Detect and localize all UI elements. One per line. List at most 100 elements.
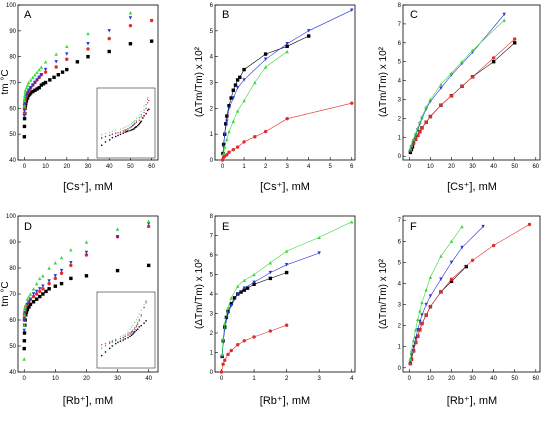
y-tick-label: 40 [9,158,16,164]
data-point [24,93,29,98]
inset-point [134,119,136,121]
data-point [84,250,89,255]
data-point [65,44,69,49]
y-tick-label: 1 [210,132,214,138]
data-point [84,240,89,244]
inset-point [143,111,145,114]
data-point [408,361,413,366]
data-point [22,357,26,361]
fit-line [410,224,530,364]
data-point [226,305,230,310]
data-point [449,279,454,284]
data-point [86,31,90,36]
y-tick-label: 60 [9,318,16,324]
inset-point [140,314,142,316]
data-point [38,287,42,291]
inset-point [127,130,129,132]
inset-point [115,135,117,138]
data-point [34,281,39,286]
inset-point [130,326,133,328]
inset-point [119,131,122,133]
inset-point [146,102,149,104]
data-point [22,109,27,113]
fit-line [221,324,287,373]
data-point [242,286,247,290]
data-point [227,104,231,108]
y-tick-label: 5 [210,29,214,35]
data-point [84,274,89,278]
inset-point [138,312,140,315]
inset-point [143,115,145,117]
data-point [28,292,33,296]
inset-point [129,332,131,334]
inset-point [135,324,138,327]
data-point [65,57,69,61]
inset-point [115,340,117,342]
inset-point [135,117,138,119]
data-point [284,263,289,267]
panel-e: 0 1 2 3 4 0 1 2 3 4 5 6 7 8 [210,214,356,382]
inset-point [115,339,117,341]
y-tick-label: 6 [210,253,214,259]
data-point [253,135,257,139]
data-point [223,358,227,362]
data-point [416,126,420,130]
fit-line [410,14,505,151]
data-point [420,300,424,305]
inset-point [117,341,119,344]
inset-point [135,121,138,124]
data-point [284,270,289,275]
data-point [317,235,321,240]
inset-point [124,126,126,128]
inset-point [138,117,140,119]
y-tick-label: 5 [210,273,214,279]
inset-point [115,338,117,340]
inset-point [133,128,135,130]
data-point [227,150,231,154]
data-point [236,343,240,347]
inset-point [136,323,139,326]
data-point [449,71,454,75]
y-tick-label: 80 [9,55,16,61]
data-point [428,304,433,309]
data-point [263,52,268,56]
data-point [31,75,35,80]
data-point [464,264,468,269]
inset-point [132,128,134,131]
data-point [146,219,151,223]
x-tick-label: 10 [52,376,59,382]
data-point [470,258,475,262]
inset-frame [96,87,156,159]
fit-line [222,102,352,161]
x-tick-label: 2 [264,164,268,170]
panel-c-xlabel: [Cs⁺], mM [447,181,497,193]
inset-point [127,330,129,333]
data-point [306,29,311,33]
inset-point [146,96,149,98]
data-point [115,235,120,239]
data-point [284,323,289,327]
data-point [225,153,229,157]
inset-point [119,335,122,338]
inset-point [129,328,131,330]
inset-point [111,345,114,347]
inset-point [136,322,139,324]
data-point [107,49,111,54]
data-point [23,101,27,105]
y-tick-label: 1 [398,345,402,351]
inset-point [143,303,145,305]
panel-b-series-2 [221,8,354,149]
x-tick-label: 0 [23,164,27,170]
data-point [229,304,233,308]
data-point [221,362,225,366]
x-tick-label: 60 [532,376,539,382]
data-point [56,73,61,77]
x-tick-label: 0 [221,164,225,170]
data-point [115,227,120,231]
data-point [22,111,27,116]
y-tick-label: 4 [398,79,402,85]
y-tick-label: 4 [398,281,402,287]
data-point [22,135,27,139]
y-tick-label: 6 [398,41,402,47]
data-point [22,104,27,108]
